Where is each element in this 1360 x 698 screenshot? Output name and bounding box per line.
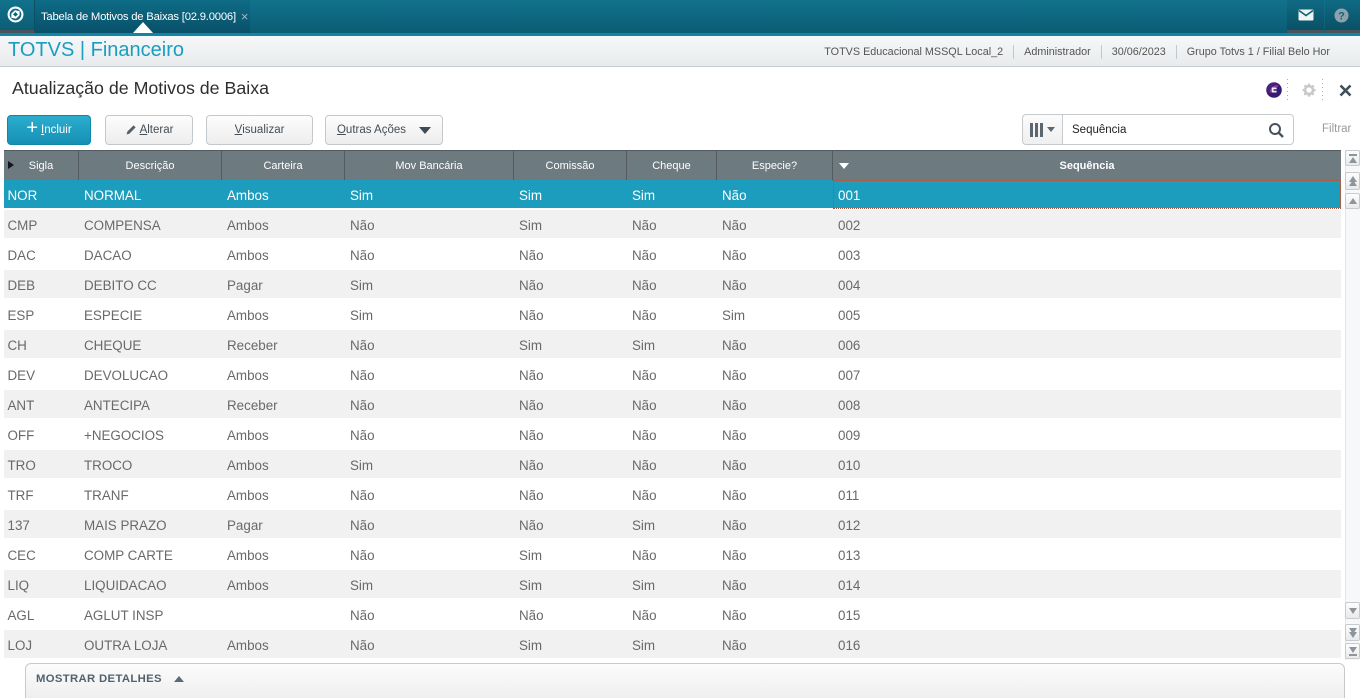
svg-text:?: ?: [1338, 10, 1345, 22]
